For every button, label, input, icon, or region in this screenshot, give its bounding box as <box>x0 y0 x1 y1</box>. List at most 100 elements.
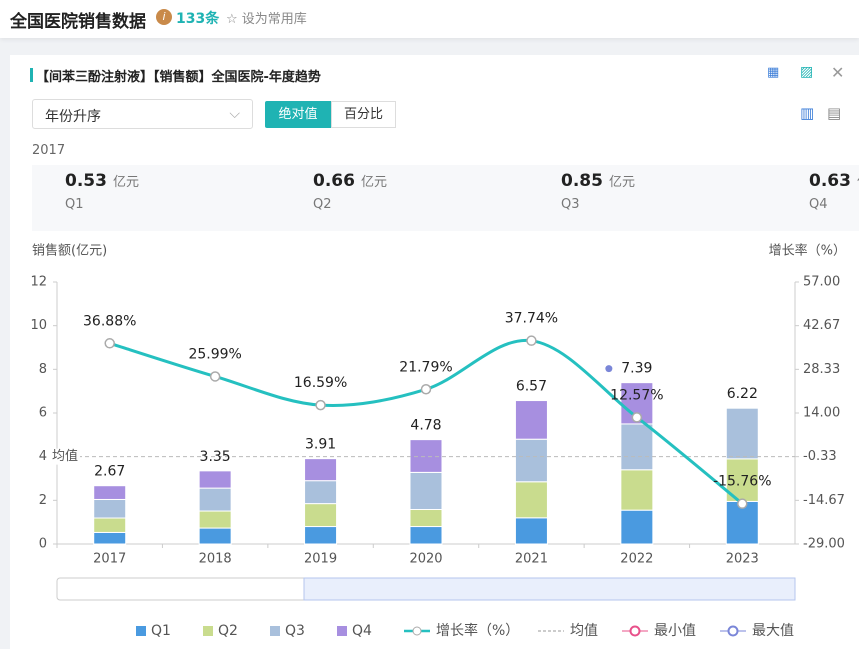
growth-label: 36.88% <box>83 313 136 329</box>
y2-tick-label: 28.33 <box>803 362 840 377</box>
y-tick-label: 8 <box>39 362 47 377</box>
bar-segment <box>304 503 338 528</box>
bar-segment <box>93 485 127 500</box>
close[interactable]: ✕ <box>831 63 845 82</box>
kpi-year: 2017 <box>32 143 66 158</box>
legend-label[interactable]: Q3 <box>285 623 305 639</box>
legend-swatch <box>136 626 146 636</box>
max-marker <box>605 365 613 373</box>
toggle-percent[interactable]: 百分比 <box>331 101 396 128</box>
export-image[interactable]: ▨ <box>800 64 814 80</box>
bar-segment <box>304 526 338 545</box>
bar-segment <box>620 509 654 545</box>
kpi-item: 0.53 亿元 Q1 <box>65 171 139 219</box>
bar-segment <box>198 510 232 529</box>
kpi-unit: 亿元 <box>112 175 139 190</box>
y-tick-label: 0 <box>39 537 47 552</box>
info-icon[interactable]: i <box>156 9 172 25</box>
total-label: 3.35 <box>200 449 231 465</box>
toggle-absolute[interactable]: 绝对值 <box>265 101 331 128</box>
legend-label[interactable]: 均值 <box>570 623 598 639</box>
card: 【间苯三酚注射液】【销售额】全国医院-年度趋势 ▦ ▨ ✕ 年份升序 ⌵ 绝对值 … <box>10 55 859 649</box>
bar-segment <box>620 469 654 511</box>
bar-segment <box>409 471 443 511</box>
y2-tick-label: -29.00 <box>803 537 845 552</box>
bar-segment <box>198 470 232 489</box>
growth-point <box>104 338 115 349</box>
y2-tick-label: 14.00 <box>803 406 840 421</box>
bar-segment <box>198 487 232 512</box>
caret: ⌵ <box>229 106 240 122</box>
growth-point <box>420 384 432 395</box>
record-count: 133条 <box>176 11 220 27</box>
x-tick-label: 2022 <box>620 552 653 567</box>
kpi-value: 0.85 <box>561 171 603 191</box>
y2-tick-label: 57.00 <box>803 275 840 290</box>
y2-tick-label: 42.67 <box>803 318 840 333</box>
average-label-bg <box>50 448 80 465</box>
kpi-label: Q1 <box>65 197 84 212</box>
top-bar: 全国医院销售数据 i 133条 ☆ 设为常用库 <box>0 0 859 38</box>
bar-segment <box>304 458 338 482</box>
bar-segment <box>93 517 127 533</box>
x-tick-label: 2018 <box>199 552 232 567</box>
zoom-window[interactable] <box>303 577 796 601</box>
total-label: 6.57 <box>516 379 547 395</box>
growth-point <box>631 412 643 423</box>
kpi-value: 0.63 <box>809 171 851 191</box>
growth-label: 12.57% <box>610 387 663 403</box>
legend-label[interactable]: Q1 <box>151 623 171 639</box>
bar-segment <box>93 498 127 519</box>
y2-tick-label: -14.67 <box>803 493 845 508</box>
bar-segment <box>620 423 654 471</box>
sort-text: 年份升序 <box>45 109 101 125</box>
legend-dot <box>412 626 422 636</box>
legend-dot <box>727 625 739 637</box>
legend-label[interactable]: Q2 <box>218 623 238 639</box>
bar-segment <box>93 531 127 545</box>
export-excel[interactable]: ▦ <box>767 65 780 80</box>
title-accent <box>30 68 33 82</box>
y2-tick-label: -0.33 <box>803 449 837 464</box>
favorite-button[interactable]: ☆ 设为常用库 <box>226 12 307 27</box>
y-tick-label: 10 <box>30 318 47 333</box>
y-axis-title: 销售额(亿元) <box>32 243 107 259</box>
y-tick-label: 2 <box>39 493 47 508</box>
legend-label[interactable]: Q4 <box>352 623 372 639</box>
bar-segment <box>409 509 443 528</box>
legend-swatch <box>337 626 347 636</box>
kpi-value: 0.53 <box>65 171 107 191</box>
sort-dropdown[interactable]: 年份升序 ⌵ <box>32 99 253 129</box>
kpi-value: 0.66 <box>313 171 355 191</box>
growth-label: -15.76% <box>713 474 771 490</box>
kpi-panel: 0.53 亿元 Q1 0.66 亿元 Q2 0.85 亿元 Q3 0.63 亿元 Q4 <box>32 165 859 231</box>
bar-segment <box>514 400 548 440</box>
growth-label: 21.79% <box>399 359 452 375</box>
kpi-label: Q4 <box>809 197 828 212</box>
table-view[interactable]: ▤ <box>827 104 842 122</box>
growth-point <box>209 371 221 382</box>
total-label: 2.67 <box>94 464 125 480</box>
kpi-item: 0.85 亿元 Q3 <box>561 171 635 219</box>
legend-label[interactable]: 增长率（%） <box>436 622 519 639</box>
bar-segment <box>409 526 443 545</box>
y2-axis-title: 增长率（%） <box>769 243 846 259</box>
kpi-item: 0.66 亿元 Q2 <box>313 171 387 219</box>
kpi-item: 0.63 亿元 Q4 <box>809 171 859 219</box>
growth-point <box>315 399 326 411</box>
total-label: 3.91 <box>305 437 336 453</box>
kpi-label: Q2 <box>313 197 332 212</box>
bar-segment <box>514 481 548 519</box>
bar-segment <box>304 480 338 505</box>
total-label: 6.22 <box>727 386 758 402</box>
growth-label: 16.59% <box>294 375 347 391</box>
growth-label: 37.74% <box>505 311 558 327</box>
growth-label: 25.99% <box>188 346 241 362</box>
chart-view[interactable]: ▥ <box>800 104 815 122</box>
legend-label[interactable]: 最大值 <box>752 623 794 639</box>
kpi-unit: 亿元 <box>857 175 859 190</box>
legend-label[interactable]: 最小值 <box>654 623 696 639</box>
x-tick-label: 2020 <box>409 552 442 567</box>
kpi-label: Q3 <box>561 197 580 212</box>
